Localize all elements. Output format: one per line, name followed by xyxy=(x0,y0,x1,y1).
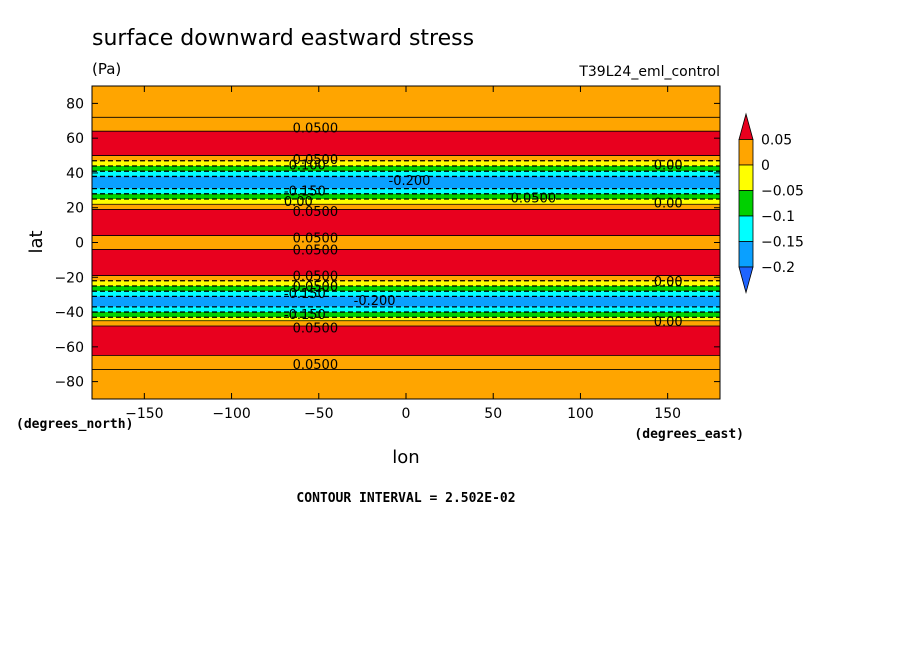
contour-band-2 xyxy=(92,131,720,156)
contour-band-20 xyxy=(92,306,720,313)
contour-label-2: -0.100 xyxy=(284,158,326,173)
colorbar-label-1: 0 xyxy=(761,158,770,174)
contour-label-18: 0.00 xyxy=(654,275,683,290)
x-tick-label-4: 50 xyxy=(484,406,502,422)
colorbar-swatch-4 xyxy=(738,215,754,242)
chart-title: surface downward eastward stress xyxy=(92,26,474,51)
contour-band-24 xyxy=(92,325,720,356)
colorbar-swatch-0 xyxy=(738,112,754,140)
contour-band-3 xyxy=(92,155,720,161)
contour-labels: 0.05000.0500-0.100-0.150-0.2000.05000.00… xyxy=(284,122,683,373)
colorbar-swatch-6 xyxy=(738,266,754,295)
contour-band-25 xyxy=(92,355,720,370)
x-tick-label-3: 0 xyxy=(402,406,411,422)
y-tick-label-0: −80 xyxy=(54,375,84,391)
contour-label-16: -0.150 xyxy=(284,308,326,323)
x-tick-label-2: −50 xyxy=(304,406,334,422)
y-tick-label-5: 20 xyxy=(66,201,84,217)
contour-band-14 xyxy=(92,249,720,276)
contour-band-8 xyxy=(92,188,720,194)
contour-band-9 xyxy=(92,193,720,200)
y-tick-label-6: 40 xyxy=(66,166,84,182)
contour-band-15 xyxy=(92,275,720,281)
y-tick-label-3: −20 xyxy=(54,270,84,286)
colorbar-label-5: −0.2 xyxy=(761,260,795,276)
y-axis-ticks: −80 −60 −40 −20 0 20 40 60 80 xyxy=(54,96,720,391)
contour-band-13 xyxy=(92,235,720,250)
contour-label-8: 0.00 xyxy=(284,195,313,210)
y-tick-label-1: −60 xyxy=(54,340,84,356)
contour-label-11: 0.0500 xyxy=(293,243,339,258)
contour-label-9: 0.0500 xyxy=(293,205,339,220)
colorbar-label-0: 0.05 xyxy=(761,133,792,149)
colorbar-label-4: −0.15 xyxy=(761,235,804,251)
contour-band-18 xyxy=(92,291,720,297)
colorbar-swatch-2 xyxy=(738,164,754,191)
contour-lines xyxy=(92,116,720,370)
contour-band-11 xyxy=(92,204,720,210)
contour-label-19: 0.00 xyxy=(654,315,683,330)
colorbar: 0.05 0 −0.05 −0.1 −0.15 −0.2 xyxy=(738,112,804,295)
contour-label-13: 0.0500 xyxy=(293,280,339,295)
contour-band-6 xyxy=(92,171,720,177)
chart-units: (Pa) xyxy=(92,60,121,78)
contour-interval-note: CONTOUR INTERVAL = 2.502E-02 xyxy=(296,491,515,506)
x-tick-label-0: −150 xyxy=(125,406,163,422)
contour-band-1 xyxy=(92,117,720,132)
contour-band-22 xyxy=(92,317,720,321)
colorbar-label-3: −0.1 xyxy=(761,209,795,225)
contour-label-0: 0.0500 xyxy=(293,122,339,137)
contour-band-4 xyxy=(92,160,720,166)
contour-band-10 xyxy=(92,199,720,205)
y-tick-label-4: 0 xyxy=(75,236,84,252)
contour-label-4: -0.200 xyxy=(389,174,431,189)
x-tick-label-5: 100 xyxy=(567,406,594,422)
x-axis-ticks: −150 −100 −50 0 50 100 150 xyxy=(125,86,681,422)
x-tick-label-1: −100 xyxy=(212,406,250,422)
contour-band-23 xyxy=(92,320,720,326)
contour-label-5: 0.0500 xyxy=(511,191,556,206)
contour-band-16 xyxy=(92,280,720,286)
y-axis-units: (degrees_north) xyxy=(16,417,133,432)
y-tick-label-7: 60 xyxy=(66,131,84,147)
y-tick-label-2: −40 xyxy=(54,305,84,321)
x-axis-units: (degrees_east) xyxy=(634,427,744,442)
contour-fill-bands xyxy=(92,86,720,399)
contour-band-19 xyxy=(92,296,720,307)
colorbar-swatch-3 xyxy=(738,190,754,217)
y-axis-label: lat xyxy=(26,230,47,253)
contour-label-6: 0.00 xyxy=(654,158,683,173)
contour-label-17: 0.0500 xyxy=(293,322,339,337)
dataset-label: T39L24_eml_control xyxy=(578,64,720,80)
contour-band-12 xyxy=(92,209,720,236)
contour-band-7 xyxy=(92,176,720,189)
contour-band-5 xyxy=(92,165,720,172)
contour-label-7: 0.00 xyxy=(654,197,683,212)
contour-label-20: 0.0500 xyxy=(293,358,339,373)
contour-label-1: 0.0500 xyxy=(293,153,339,168)
contour-band-17 xyxy=(92,285,720,292)
colorbar-swatch-5 xyxy=(738,241,754,268)
x-tick-label-6: 150 xyxy=(654,406,681,422)
contour-band-21 xyxy=(92,312,720,318)
colorbar-label-2: −0.05 xyxy=(761,184,804,200)
contour-label-12: 0.0500 xyxy=(293,270,339,285)
contour-label-3: -0.150 xyxy=(284,184,326,199)
contour-label-14: -0.150 xyxy=(284,287,326,302)
contour-label-10: 0.0500 xyxy=(293,231,339,246)
y-tick-label-8: 80 xyxy=(66,96,84,112)
x-axis-label: lon xyxy=(392,447,419,468)
contour-label-15: -0.200 xyxy=(354,294,396,309)
colorbar-swatch-1 xyxy=(738,139,754,166)
